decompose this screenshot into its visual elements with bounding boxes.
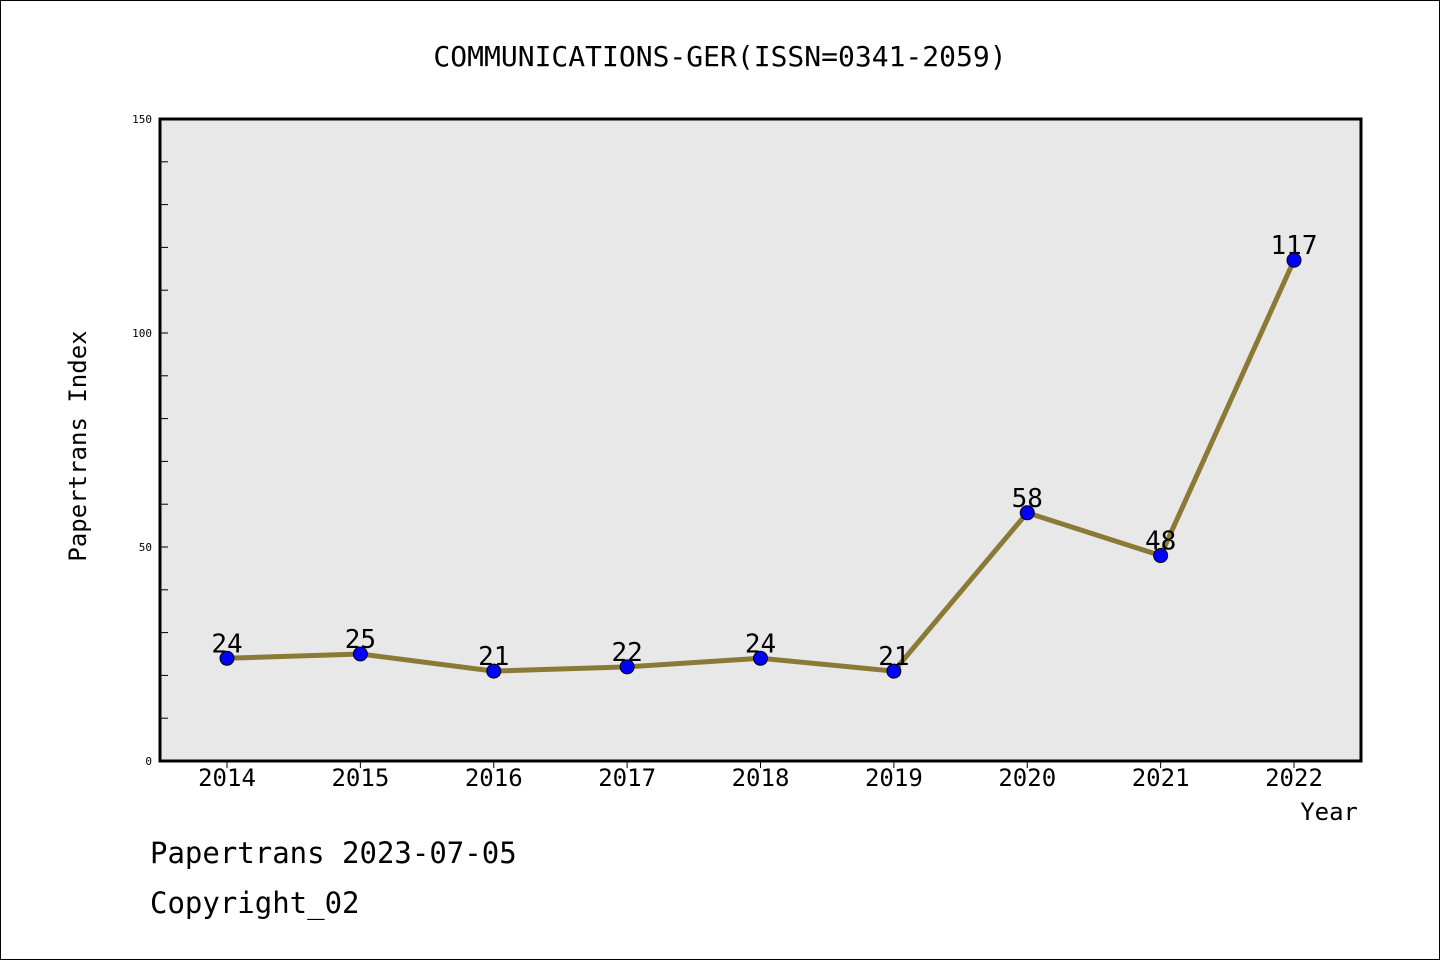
data-label: 48 [1145,527,1176,557]
data-label: 24 [745,629,776,659]
y-tick-label: 0 [145,755,152,768]
y-tick-label: 100 [132,327,152,340]
y-tick-label: 50 [139,541,152,554]
copyright-note: Copyright_02 [150,886,360,920]
data-point [1153,548,1169,564]
x-tick-label: 2018 [732,764,790,792]
data-label: 25 [345,625,376,655]
x-axis-label: Year [1300,798,1358,826]
chart-title: COMMUNICATIONS-GER(ISSN=0341-2059) [433,40,1006,73]
x-tick-label: 2016 [465,764,523,792]
source-date-note: Papertrans 2023-07-05 [150,836,517,870]
x-tick-label: 2020 [998,764,1056,792]
data-label: 117 [1271,231,1318,261]
data-point [619,659,635,675]
x-tick-label: 2019 [865,764,923,792]
data-point [1286,252,1302,268]
data-point [486,663,502,679]
data-point [352,646,368,662]
x-tick-label: 2021 [1132,764,1190,792]
x-tick-label: 2015 [331,764,389,792]
y-tick-label: 150 [132,113,152,126]
x-tick-label: 2022 [1265,764,1323,792]
data-point [219,650,235,666]
data-label: 24 [211,629,242,659]
data-label: 21 [478,642,509,672]
data-label: 21 [878,642,909,672]
x-tick-label: 2017 [598,764,656,792]
data-label: 58 [1012,484,1043,514]
y-axis-label: Papertrans Index [64,330,92,561]
data-point [753,650,768,666]
x-tick-label: 2014 [198,764,256,792]
data-point [1019,505,1035,521]
data-point [886,663,902,679]
data-label: 22 [611,638,642,668]
